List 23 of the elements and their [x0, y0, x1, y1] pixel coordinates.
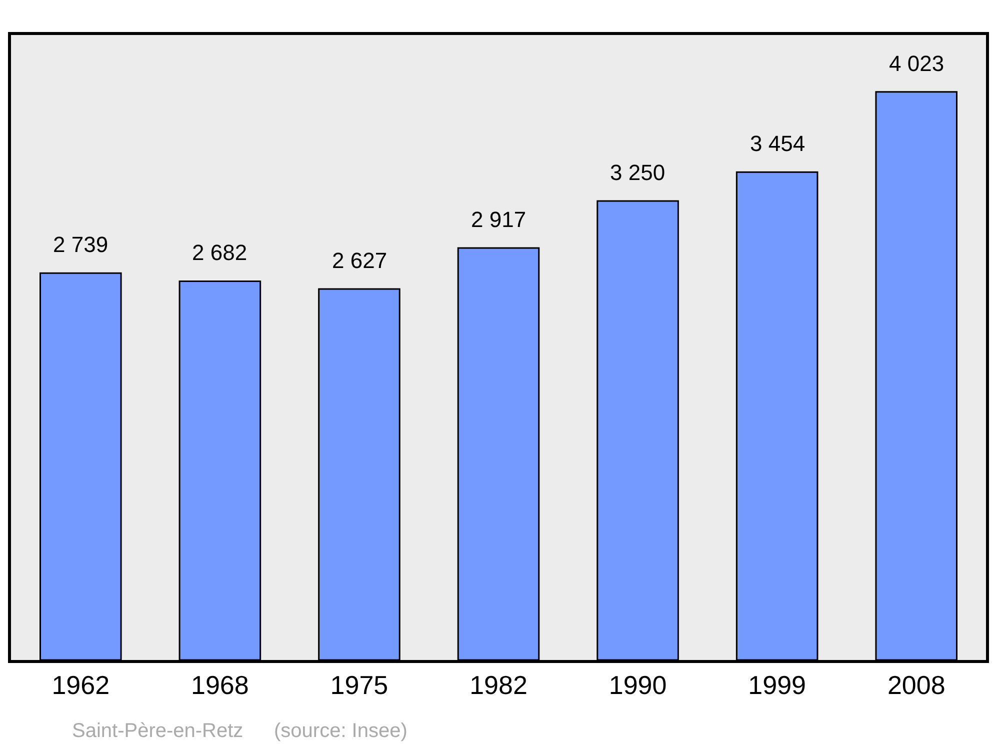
bar — [178, 280, 262, 660]
data-label: 3 454 — [750, 131, 806, 156]
text: Saint-Père-en-Retz — [72, 720, 244, 742]
data-label: 3 250 — [610, 160, 666, 185]
data-label: 2 682 — [192, 240, 248, 265]
bar — [318, 288, 400, 660]
data-label: 2 739 — [53, 232, 108, 257]
x-tick-label: 1982 — [470, 670, 528, 700]
x-tick-label: 1975 — [330, 670, 388, 700]
bar — [875, 91, 958, 660]
x-tick-label: 1968 — [191, 670, 249, 700]
bar — [596, 200, 679, 660]
x-tick-label: 1999 — [748, 670, 806, 700]
bar — [40, 272, 122, 660]
x-tick-label: 1962 — [52, 670, 110, 700]
data-label: 2 627 — [332, 248, 388, 273]
bar — [457, 247, 540, 660]
x-tick-label: 2008 — [887, 670, 946, 700]
text: (source: Insee) — [274, 720, 408, 742]
x-tick-label: 1990 — [608, 670, 667, 700]
data-label: 4 023 — [889, 51, 944, 76]
bar — [736, 171, 818, 660]
data-label: 2 917 — [471, 207, 526, 232]
